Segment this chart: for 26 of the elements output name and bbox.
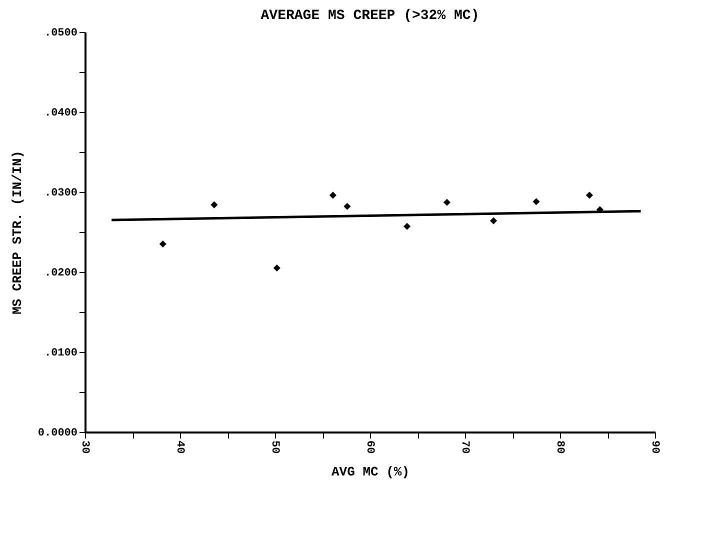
point bbox=[490, 217, 498, 224]
y-tick-label: .0400 bbox=[44, 108, 78, 120]
x-tick-label: 70 bbox=[458, 440, 470, 454]
point bbox=[329, 192, 336, 199]
point bbox=[210, 201, 218, 208]
point bbox=[532, 198, 540, 206]
y-tick-label: .0200 bbox=[44, 268, 78, 280]
point bbox=[159, 240, 166, 248]
x-axis-title: AVG MC (%) bbox=[331, 464, 410, 480]
chart-title: AVERAGE MS CREEP (>32% MC) bbox=[260, 8, 480, 24]
y-tick-label: .0300 bbox=[44, 188, 78, 200]
point bbox=[344, 202, 351, 210]
point bbox=[443, 198, 450, 206]
x-tick-label: 30 bbox=[78, 440, 90, 454]
x-tick-label: 40 bbox=[174, 440, 186, 454]
x-tick-label: 90 bbox=[648, 440, 660, 454]
y-tick-label: 0.0000 bbox=[38, 428, 78, 440]
x-tick-label: 80 bbox=[554, 440, 566, 454]
y-axis-title: MS CREEP STR. (IN/IN) bbox=[10, 150, 25, 314]
x-tick-label: 60 bbox=[364, 440, 376, 454]
point bbox=[273, 264, 280, 272]
y-tick-label: .0500 bbox=[44, 28, 78, 40]
point bbox=[404, 222, 411, 230]
point bbox=[586, 192, 593, 199]
x-tick-label: 50 bbox=[268, 440, 280, 454]
y-tick-label: .0100 bbox=[44, 348, 78, 360]
